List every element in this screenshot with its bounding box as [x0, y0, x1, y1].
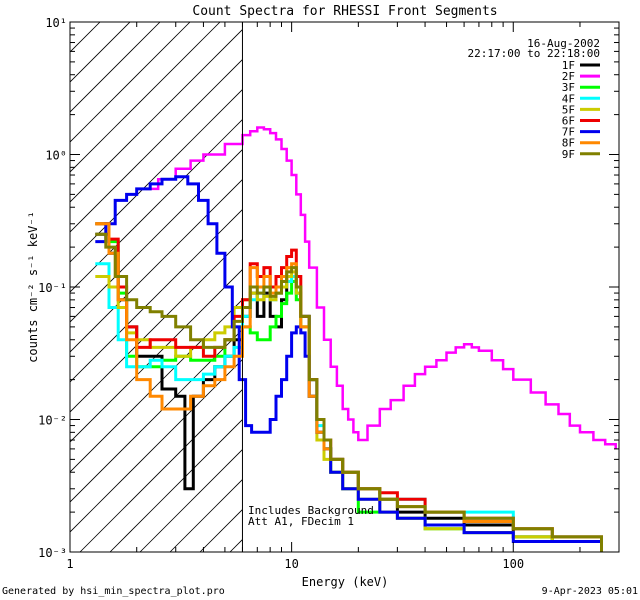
hatch-stripe — [70, 22, 191, 143]
legend-label-2f: 2F — [562, 70, 575, 83]
hatch-stripe — [70, 238, 243, 413]
series-line-2f — [145, 126, 617, 449]
hatch-stripe — [70, 58, 243, 233]
hatch-stripe — [109, 418, 243, 552]
axis-ticks: 1 10 100 10⁻³ 10⁻² 10⁻¹ 10⁰ 10¹ — [38, 16, 620, 571]
y-tick-label: 10⁻² — [38, 414, 67, 428]
legend-label-6f: 6F — [562, 115, 575, 128]
x-tick-label: 1 — [66, 557, 73, 571]
hatch-stripe — [70, 22, 71, 23]
time-range-label: 22:17:00 to 22:18:00 — [468, 47, 600, 60]
hatch-stripe — [70, 148, 243, 323]
series-line-9f — [95, 232, 603, 552]
hatch-stripe — [70, 28, 243, 203]
legend-label-4f: 4F — [562, 92, 575, 105]
x-tick-label: 100 — [502, 557, 524, 571]
hatch-stripe — [139, 448, 243, 552]
hatch-stripe — [70, 22, 161, 113]
series-group — [95, 126, 617, 552]
y-tick-label: 10¹ — [45, 16, 67, 30]
series-line-7f — [95, 175, 603, 552]
legend-label-8f: 8F — [562, 137, 575, 150]
x-axis-label: Energy (keV) — [302, 575, 389, 589]
note-attenuator: Att A1, FDecim 1 — [248, 515, 354, 528]
y-axis-label: counts cm⁻² s⁻¹ keV⁻¹ — [26, 211, 40, 363]
chart-title: Count Spectra for RHESSI Front Segments — [192, 4, 497, 19]
note-background: Includes Background — [248, 504, 374, 517]
hatch-stripe — [70, 358, 243, 533]
hatch-stripe — [70, 178, 243, 353]
hatch-stripe — [70, 328, 243, 503]
y-tick-label: 10⁻³ — [38, 546, 67, 560]
y-tick-label: 10⁰ — [45, 149, 67, 163]
footer-timestamp: 9-Apr-2023 05:01 — [542, 586, 638, 597]
hatch-stripe — [70, 268, 243, 443]
y-tick-label: 10⁻¹ — [38, 281, 67, 295]
hatch-stripe — [70, 298, 243, 473]
date-label: 16-Aug-2002 — [527, 37, 600, 50]
hatch-stripe — [70, 22, 221, 173]
hatch-stripe — [70, 118, 243, 293]
legend-label-7f: 7F — [562, 126, 575, 139]
hatch-stripe — [70, 22, 131, 83]
legend-label-1f: 1F — [562, 59, 575, 72]
footer-generator: Generated by hsi_min_spectra_plot.pro — [2, 586, 225, 597]
hatch-stripe — [70, 208, 243, 383]
hatch-stripe — [79, 388, 243, 552]
legend-label-9f: 9F — [562, 148, 575, 161]
legend-label-5f: 5F — [562, 103, 575, 116]
hatched-region — [70, 22, 243, 552]
x-tick-label: 10 — [284, 557, 298, 571]
legend-label-3f: 3F — [562, 81, 575, 94]
